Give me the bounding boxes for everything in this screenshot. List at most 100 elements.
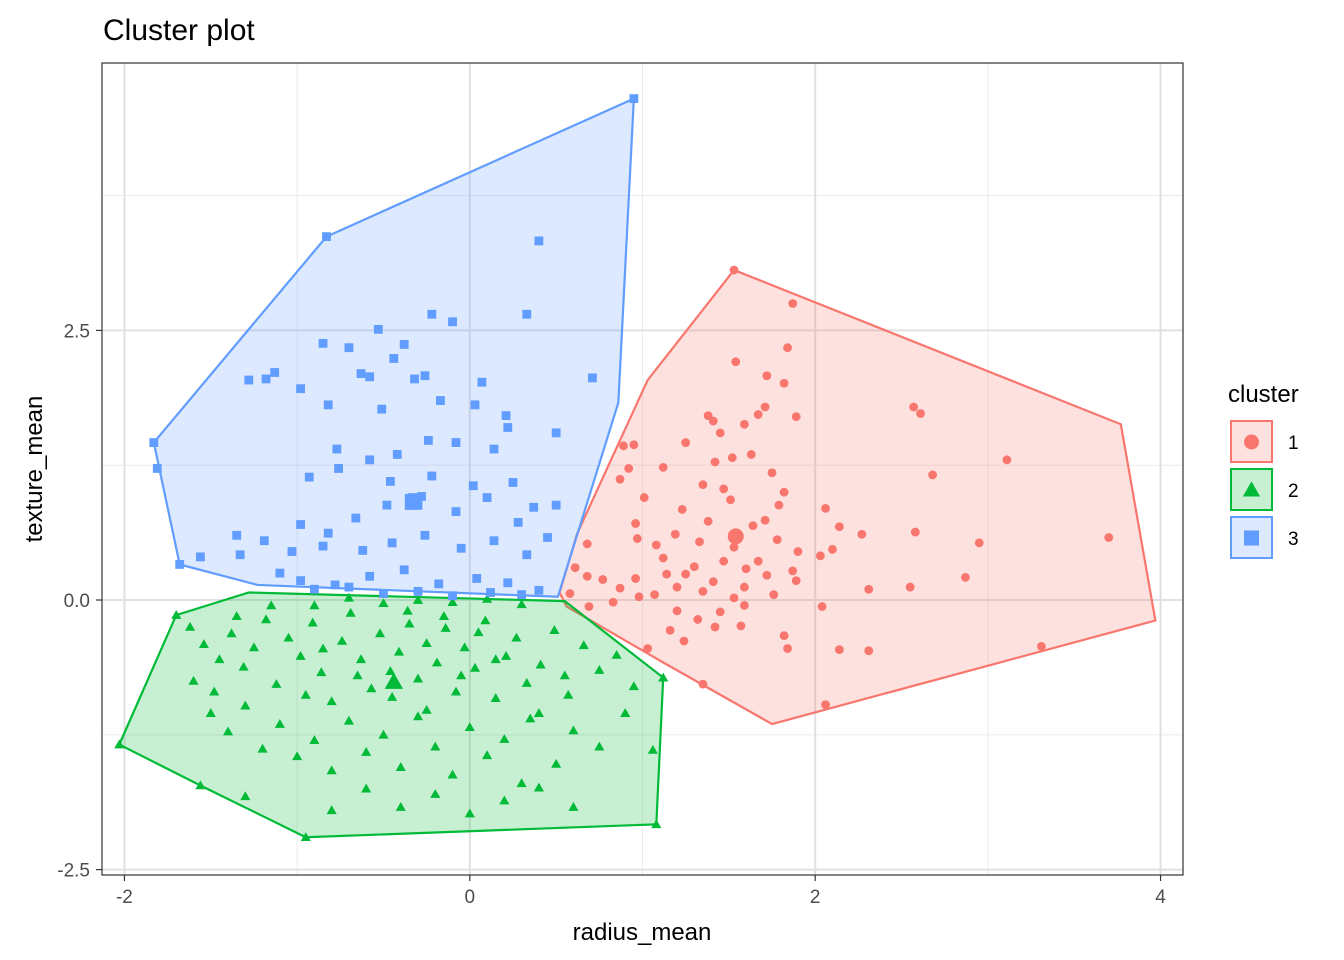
cluster-1-point: [753, 556, 763, 566]
cluster-2-point: [309, 600, 320, 610]
cluster-3-point: [410, 374, 419, 384]
cluster-2-point: [482, 750, 493, 760]
cluster-2-point: [185, 621, 196, 631]
cluster-2-point: [402, 605, 413, 615]
cluster-2-point: [431, 657, 443, 667]
cluster-2-point: [412, 594, 424, 604]
cluster-3-point: [551, 500, 561, 510]
cluster-2-point: [490, 693, 501, 702]
cluster-2-point: [188, 675, 199, 685]
cluster-2-point: [578, 640, 589, 650]
cluster-1-point: [710, 457, 720, 467]
cluster-2-point: [521, 677, 532, 687]
cluster-2-point: [238, 661, 249, 671]
cluster-2-point: [447, 597, 458, 606]
cluster-1-point: [570, 563, 580, 573]
cluster-2-point: [533, 782, 544, 792]
cluster-3-point: [588, 373, 597, 383]
cluster-1-point: [779, 631, 789, 641]
cluster-3-point: [296, 384, 305, 394]
cluster-3-point: [358, 546, 368, 555]
cluster-3-point: [377, 404, 387, 414]
cluster-3-point: [508, 478, 518, 487]
cluster-3-point: [196, 552, 205, 562]
x-axis-label: radius_mean: [573, 919, 712, 946]
cluster-1-point: [695, 537, 704, 547]
cluster-2-point: [326, 805, 337, 815]
cluster-1-point: [864, 646, 874, 656]
cluster-2-point: [563, 689, 574, 699]
cluster-3-point: [522, 309, 532, 319]
cluster-3-point: [503, 578, 513, 588]
cluster-1-point: [909, 402, 919, 412]
cluster-3-point: [501, 411, 511, 421]
cluster-3-point: [356, 369, 366, 378]
cluster-1-point: [817, 602, 827, 611]
cluster-1-point: [710, 622, 720, 632]
cluster-3-point: [318, 541, 328, 551]
cluster-3-point: [427, 309, 437, 319]
cluster-2-centroid: [384, 672, 404, 689]
cluster-1-point: [783, 644, 792, 653]
cluster-3-point: [451, 507, 461, 516]
cluster-2-point: [430, 741, 441, 751]
cluster-3-point: [417, 492, 426, 501]
cluster-2-point: [214, 654, 225, 664]
plot-panel-border: [101, 62, 1184, 876]
cluster-2-point: [378, 598, 389, 608]
cluster-2-point: [374, 628, 386, 638]
cluster-2-point: [482, 593, 493, 603]
cluster-3-point: [468, 481, 478, 491]
cluster-2-point: [352, 670, 363, 680]
y-tick-label: 2.5: [64, 321, 90, 342]
cluster-2-point: [326, 765, 337, 775]
cluster-2-point: [421, 704, 432, 714]
cluster-1-point: [651, 540, 661, 550]
cluster-2-point: [535, 659, 546, 669]
cluster-1-point: [715, 607, 725, 617]
cluster-2-point: [114, 739, 125, 749]
legend-key-1: [1230, 420, 1273, 463]
cluster-2-point: [326, 696, 337, 706]
cluster-1-point: [693, 615, 703, 624]
cluster-2-point: [511, 632, 522, 642]
cluster-1-point: [565, 589, 575, 598]
cluster-2-point: [361, 783, 372, 793]
cluster-3-point: [477, 377, 487, 387]
grid-lines: [102, 63, 1183, 875]
cluster-1-point: [791, 412, 801, 422]
cluster-3-point: [365, 372, 375, 382]
cluster-1-point: [689, 562, 699, 571]
x-tick-label: 0: [465, 887, 476, 908]
cluster-2-point: [209, 686, 220, 696]
cluster-2-point: [283, 632, 294, 642]
cluster-2-point: [226, 628, 237, 638]
cluster-2-point: [274, 718, 285, 728]
cluster-2-point: [195, 780, 206, 790]
cluster-3-point: [322, 232, 331, 242]
cluster-2-point: [248, 642, 260, 652]
cluster-3-point: [261, 374, 271, 384]
cluster-3-point: [529, 502, 539, 512]
cluster-1-point: [739, 601, 749, 610]
cluster-1-point: [658, 462, 668, 472]
cluster-1-point: [729, 265, 739, 275]
cluster-1-point: [783, 343, 792, 353]
cluster-3-point: [543, 533, 552, 542]
cluster-2-point: [171, 610, 182, 619]
cluster-3-point: [318, 338, 328, 348]
cluster-3-point: [244, 375, 254, 385]
cluster-3-point: [296, 520, 305, 529]
cluster-1-point: [762, 371, 772, 381]
cluster-1-point: [681, 569, 691, 579]
cluster-1-point: [608, 597, 618, 607]
cluster-3-point: [323, 400, 333, 410]
legend-key-3: [1230, 516, 1273, 559]
cluster-2-point: [549, 625, 560, 635]
cluster-2-point: [387, 692, 398, 701]
cluster-2-point: [499, 734, 510, 743]
cluster-1-point: [708, 577, 718, 587]
cluster-1-hull: [558, 268, 1157, 726]
legend-label-2: 2: [1288, 481, 1299, 502]
cluster-1-point: [624, 464, 634, 473]
